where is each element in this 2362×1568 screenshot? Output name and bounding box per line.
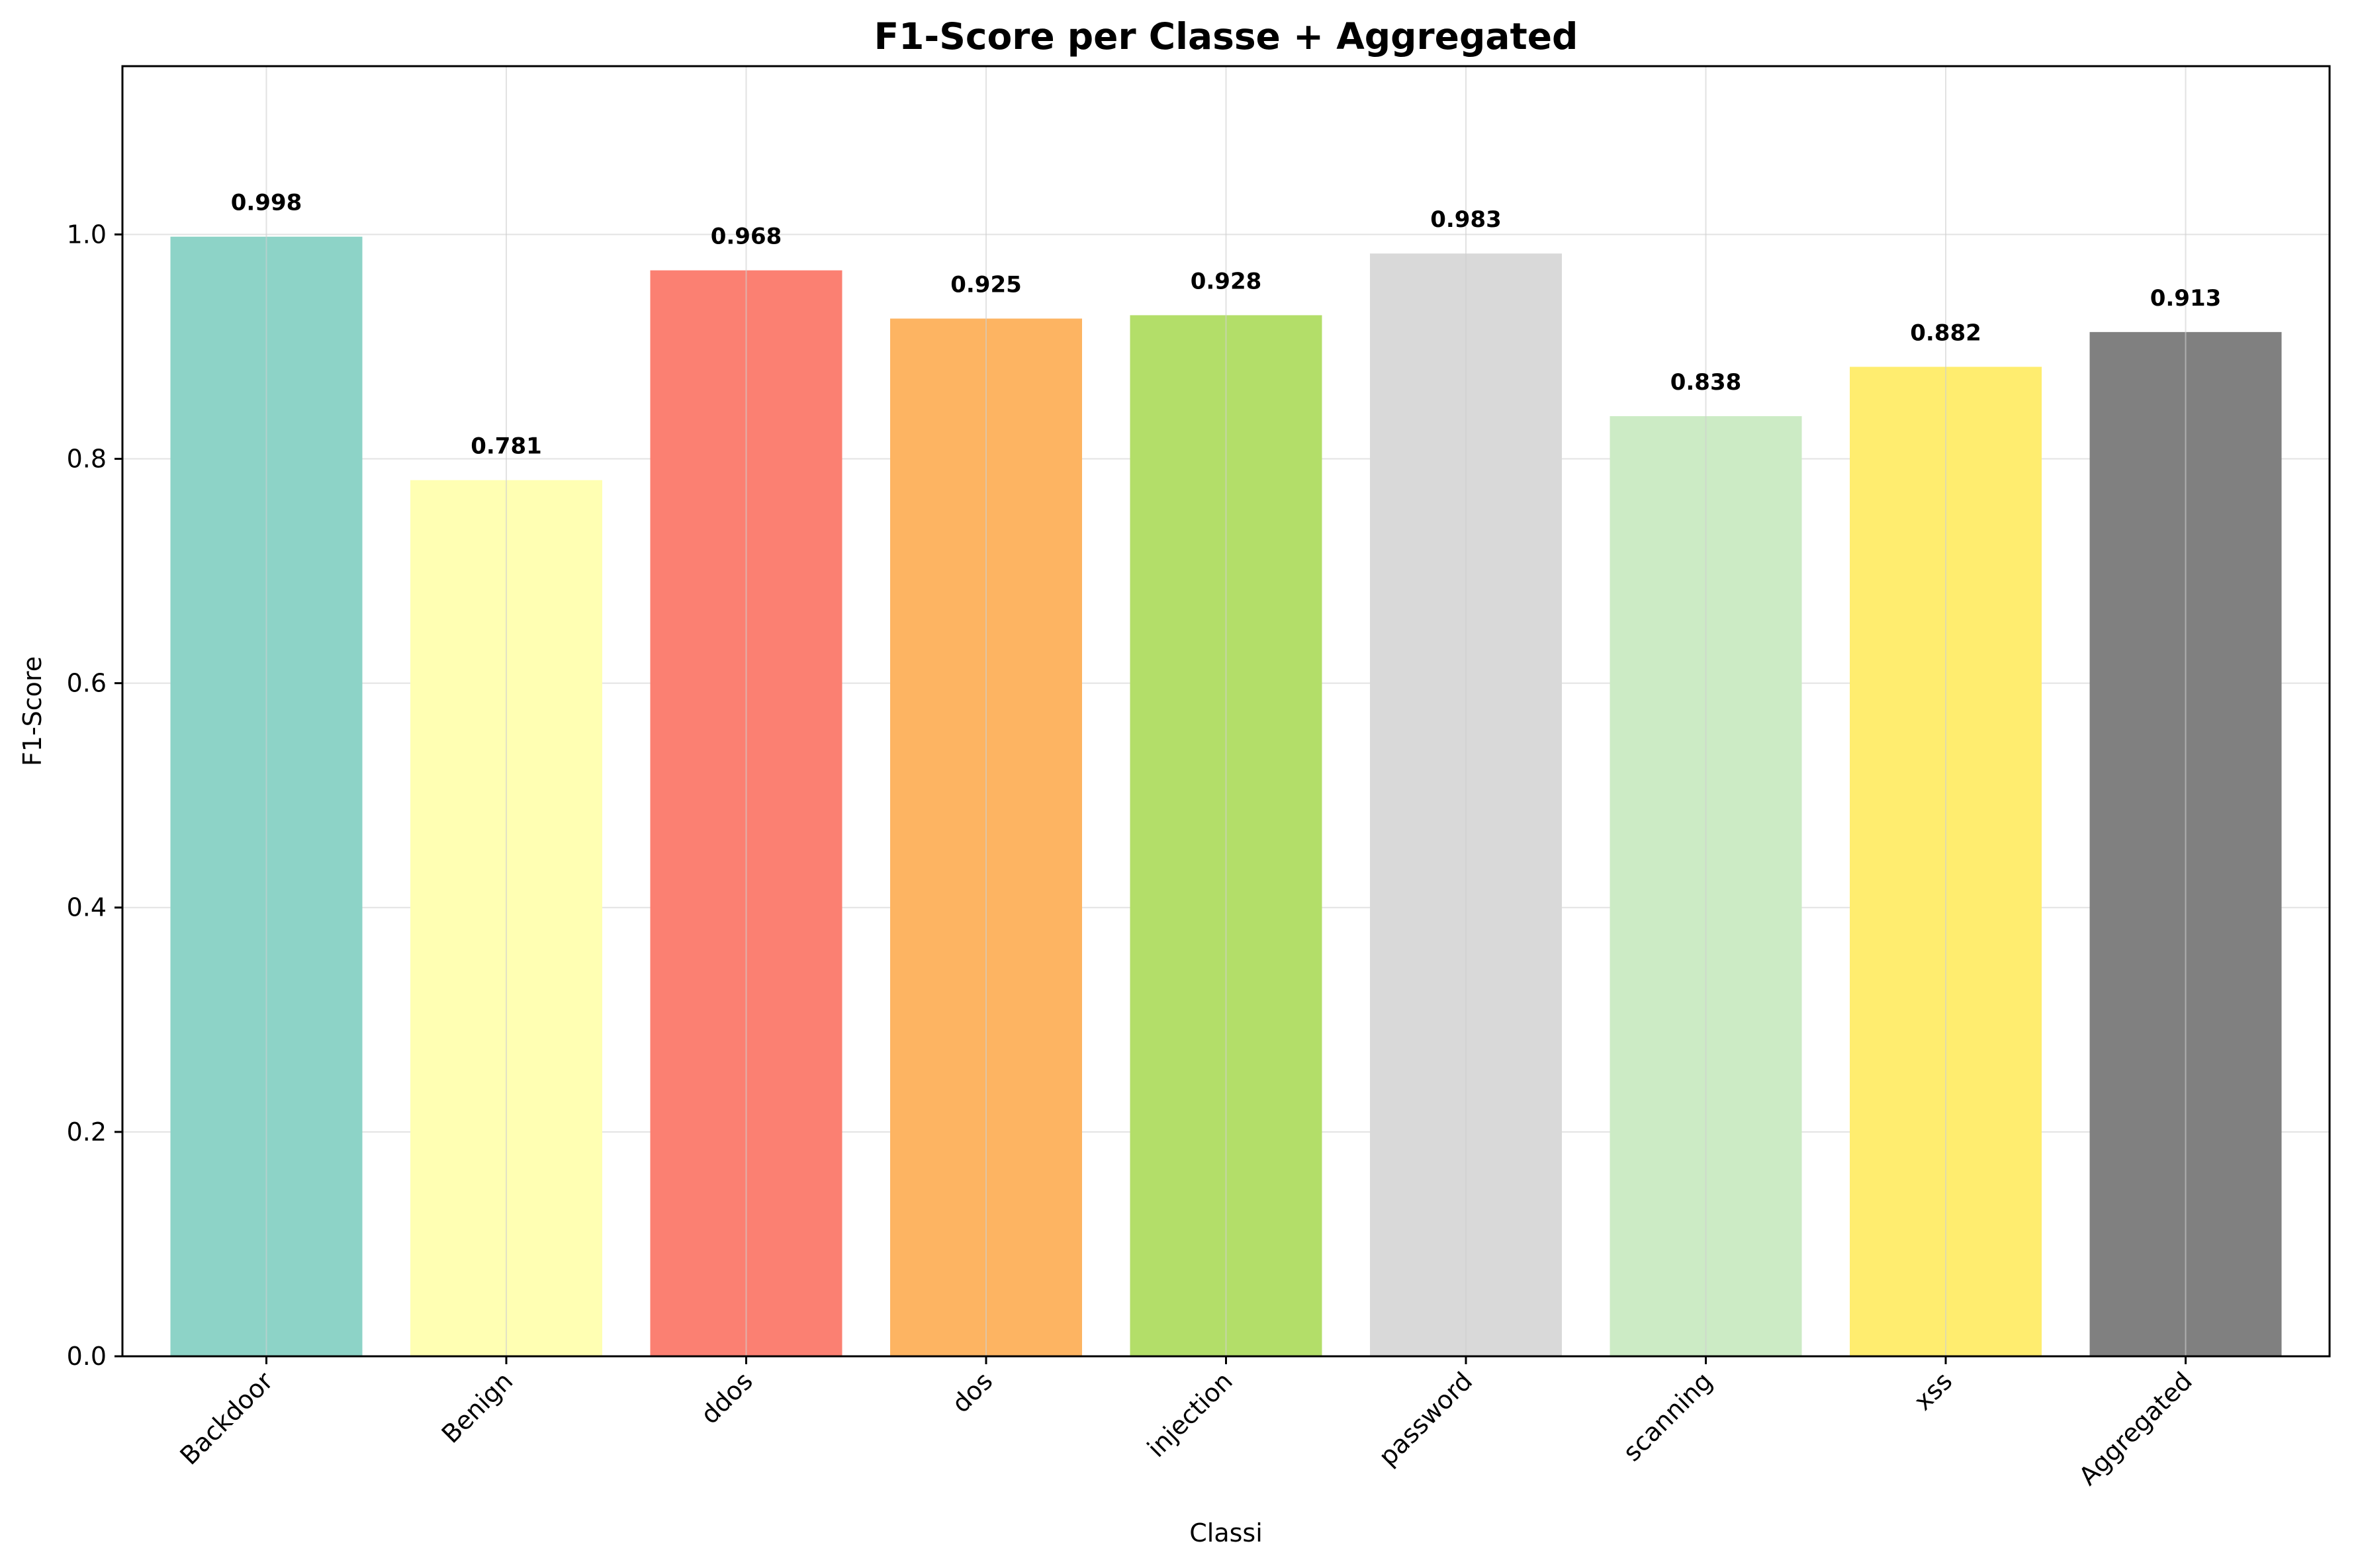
- y-tick-label: 0.8: [67, 444, 107, 473]
- y-axis-ticks: 0.0 0.2 0.4 0.6 0.8 1.0: [67, 220, 122, 1371]
- data-label: 0.882: [1910, 320, 1981, 346]
- y-tick-label: 0.2: [67, 1117, 107, 1147]
- data-label: 0.928: [1191, 268, 1262, 294]
- data-label: 0.913: [2150, 285, 2222, 312]
- y-tick-label: 0.6: [67, 669, 107, 698]
- chart-title: F1-Score per Classe + Aggregated: [874, 15, 1578, 58]
- data-label: 0.838: [1670, 369, 1742, 396]
- data-label: 0.781: [471, 433, 542, 460]
- data-label: 0.983: [1430, 206, 1502, 233]
- vertical-grid-lines: [265, 66, 2187, 1356]
- y-tick-label: 0.0: [67, 1342, 107, 1371]
- y-tick-label: 0.4: [67, 893, 107, 922]
- data-label: 0.968: [711, 224, 782, 250]
- data-labels: 0.998 0.781 0.968 0.925 0.928 0.983 0.838 0.882…: [231, 190, 2222, 460]
- y-axis-title: F1-Score: [18, 656, 47, 766]
- data-label: 0.925: [950, 272, 1022, 298]
- y-tick-label: 1.0: [67, 220, 107, 249]
- data-label: 0.998: [231, 190, 302, 216]
- x-axis-title: Classi: [1189, 1518, 1263, 1547]
